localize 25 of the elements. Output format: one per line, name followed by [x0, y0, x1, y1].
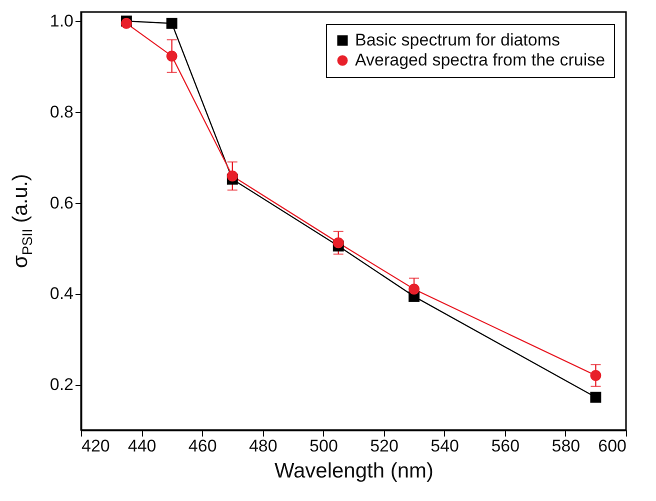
point: [408, 284, 420, 295]
x-tick-label: 480: [248, 436, 278, 456]
x-tick-label: 600: [598, 436, 626, 456]
x-tick-label: 520: [370, 436, 398, 456]
x-tick-label: 540: [430, 436, 460, 456]
legend-label: Basic spectrum for diatoms: [355, 30, 560, 50]
point: [590, 392, 602, 403]
x-tick-label: 560: [491, 436, 520, 456]
x-tick-label: 580: [552, 436, 580, 456]
point: [332, 237, 344, 248]
x-axis-title: Wavelength (nm): [274, 460, 434, 482]
y-tick-label: 0.6: [50, 193, 74, 212]
y-tick-label: 0.2: [50, 375, 74, 394]
x-tick-label: 500: [310, 436, 338, 456]
y-tick-label: 1.0: [50, 12, 74, 31]
y-tick-label: 0.4: [50, 284, 74, 304]
point: [166, 18, 178, 29]
point: [226, 170, 238, 182]
x-tick-label: 420: [82, 436, 110, 456]
point: [166, 50, 178, 62]
x-tick-label: 440: [128, 436, 156, 456]
legend-label: Averaged spectra from the cruise: [355, 50, 606, 70]
point: [590, 370, 602, 381]
y-tick-label: 0.8: [50, 102, 74, 122]
x-tick-label: 460: [188, 436, 217, 456]
